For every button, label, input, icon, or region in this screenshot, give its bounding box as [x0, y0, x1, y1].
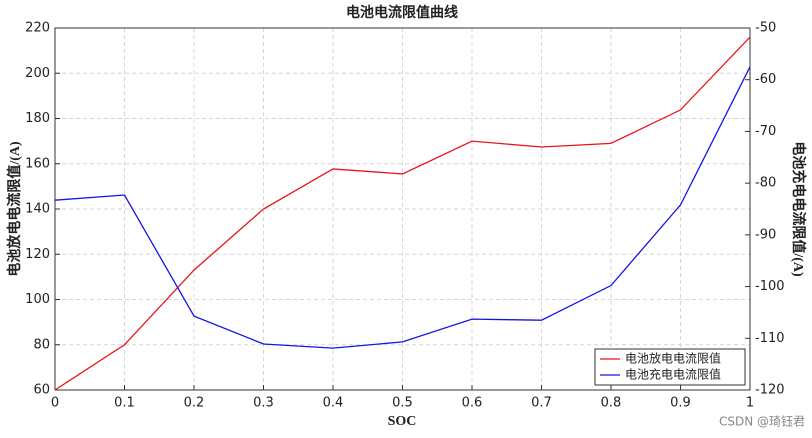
y2-tick-label: -100 — [755, 279, 785, 294]
x-tick-label: 0.7 — [531, 396, 552, 411]
x-tick-label: 0.6 — [462, 396, 483, 411]
line-series — [54, 36, 751, 391]
y-tick-label: 160 — [25, 156, 50, 171]
line-series — [54, 66, 751, 349]
x-tick-label: 0.2 — [184, 396, 205, 411]
y2-tick-label: -90 — [755, 227, 776, 242]
y-tick-label: 220 — [25, 21, 50, 36]
legend-label: 电池充电电流限值 — [625, 367, 721, 382]
y-tick-label: 80 — [33, 337, 50, 352]
x-tick-label: 0.8 — [601, 396, 622, 411]
legend-box — [594, 348, 746, 386]
x-axis-label: SOC — [388, 414, 417, 429]
y-tick-label: 120 — [25, 247, 50, 262]
y2-axis-label: 电池充电电流限值/(A) — [790, 141, 807, 277]
y2-tick-label: -50 — [755, 21, 776, 36]
x-tick-label: 0.5 — [392, 396, 413, 411]
legend-label: 电池放电电流限值 — [625, 351, 721, 366]
x-tick-label: 0.9 — [670, 396, 691, 411]
plot-frame — [54, 27, 751, 391]
x-tick-label: 0 — [51, 396, 59, 411]
x-tick-label: 0.1 — [114, 396, 135, 411]
x-tick-label: 0.3 — [253, 396, 274, 411]
y2-tick-label: -120 — [755, 383, 785, 398]
y-tick-label: 140 — [25, 202, 50, 217]
y-tick-label: 60 — [33, 383, 50, 398]
y2-tick-label: -110 — [755, 331, 785, 346]
y-tick-label: 100 — [25, 292, 50, 307]
y2-tick-label: -70 — [755, 124, 776, 139]
y2-tick-label: -60 — [755, 72, 776, 87]
chart-title: 电池电流限值曲线 — [346, 4, 458, 21]
y-axis-label: 电池放电电流限值/(A) — [6, 141, 23, 277]
x-tick-label: 0.4 — [323, 396, 344, 411]
y-tick-label: 200 — [25, 66, 50, 81]
x-tick-label: 1 — [746, 396, 754, 411]
y2-tick-label: -80 — [755, 176, 776, 191]
y-tick-label: 180 — [25, 111, 50, 126]
watermark: CSDN @琦钰君 — [719, 415, 805, 429]
